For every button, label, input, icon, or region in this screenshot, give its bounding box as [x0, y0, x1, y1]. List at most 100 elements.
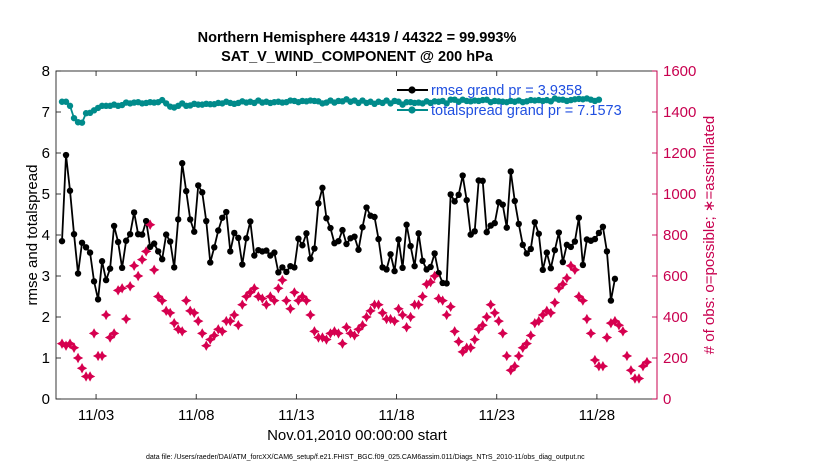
data-point-obs-assimilated: [449, 326, 460, 337]
data-point-rmse: [82, 244, 90, 251]
data-point-rmse: [351, 233, 358, 240]
data-point-obs-assimilated: [173, 324, 184, 335]
data-point-rmse: [122, 237, 130, 244]
data-point-obs-assimilated: [425, 276, 436, 288]
right-tick-label: 800: [663, 227, 688, 244]
data-point-rmse: [419, 257, 426, 265]
data-point-obs-assimilated: [437, 295, 448, 306]
series-line-rmse: [61, 154, 616, 301]
data-point-obs-assimilated: [401, 322, 412, 333]
data-point-obs-assimilated: [333, 328, 344, 339]
data-point-obs-assimilated: [529, 317, 540, 329]
data-point-obs-assimilated: [289, 287, 300, 298]
data-point-obs-assimilated: [177, 326, 188, 337]
data-point-obs-assimilated: [509, 361, 520, 372]
data-point-obs-assimilated: [581, 313, 593, 325]
data-point-obs-assimilated: [233, 320, 244, 331]
series-obs-assimilated: [56, 219, 653, 384]
data-point-obs-assimilated: [265, 291, 276, 302]
data-point-obs-assimilated: [124, 281, 136, 292]
data-point-obs-assimilated: [377, 307, 388, 319]
data-point-rmse: [463, 196, 470, 204]
data-point-obs-assimilated: [517, 342, 528, 353]
data-point-rmse: [459, 172, 466, 179]
data-point-rmse: [363, 204, 370, 211]
data-point-obs-assimilated: [64, 338, 76, 349]
data-point-rmse: [223, 208, 230, 216]
data-point-rmse: [407, 242, 414, 250]
data-point-rmse: [559, 258, 567, 266]
x-tick-label: 11/03: [78, 407, 114, 424]
data-point-rmse: [98, 258, 106, 265]
data-point-rmse: [455, 191, 462, 199]
data-point-obs-assimilated: [589, 354, 601, 366]
legend-totalspread-marker: [408, 106, 416, 114]
data-point-rmse: [74, 270, 82, 277]
data-point-obs-assimilated: [321, 334, 332, 345]
data-point-rmse: [375, 235, 382, 243]
data-point-obs-assimilated: [341, 322, 352, 333]
data-point-obs-assimilated: [613, 320, 625, 331]
left-tick-label: 8: [42, 63, 50, 80]
data-point-rmse: [607, 297, 615, 304]
data-point-obs-assimilated: [353, 324, 364, 335]
x-tick-label: 11/13: [278, 407, 314, 424]
data-point-obs-assimilated: [285, 303, 296, 314]
data-point-obs-assimilated: [112, 285, 124, 296]
data-point-rmse: [66, 187, 74, 194]
data-point-rmse: [199, 189, 206, 196]
data-point-rmse: [154, 248, 162, 255]
data-point-rmse: [307, 255, 314, 262]
data-point-obs-assimilated: [489, 307, 500, 319]
data-point-rmse: [319, 184, 326, 192]
data-point-rmse: [551, 246, 559, 254]
data-point-obs-assimilated: [96, 350, 108, 362]
data-point-rmse: [295, 235, 302, 242]
data-point-rmse: [611, 275, 619, 283]
data-point-rmse: [603, 248, 611, 255]
data-point-obs-assimilated: [565, 260, 577, 271]
data-point-obs-assimilated: [621, 350, 633, 362]
data-point-obs-assimilated: [189, 307, 200, 319]
data-point-obs-assimilated: [301, 295, 312, 306]
data-point-rmse: [130, 209, 138, 216]
data-point-obs-assimilated: [525, 330, 536, 341]
data-point-obs-assimilated: [56, 338, 68, 349]
left-tick-label: 1: [42, 350, 50, 367]
data-point-rmse: [106, 265, 114, 272]
data-point-obs-assimilated: [76, 363, 88, 374]
data-point-obs-assimilated: [309, 326, 320, 337]
data-point-obs-assimilated: [185, 305, 196, 317]
data-point-obs-assimilated: [413, 299, 424, 310]
data-point-obs-assimilated: [573, 291, 585, 302]
data-point-obs-assimilated: [329, 326, 340, 337]
data-point-obs-assimilated: [100, 309, 112, 321]
data-point-rmse: [162, 231, 170, 238]
data-point-obs-assimilated: [641, 356, 653, 368]
data-point-rmse: [179, 160, 186, 167]
data-point-obs-assimilated: [132, 270, 144, 282]
legend: rmse grand pr = 3.9358 totalspread grand…: [397, 83, 622, 119]
data-point-obs-assimilated: [156, 295, 168, 306]
data-point-totalspread: [62, 98, 70, 105]
data-point-rmse: [539, 266, 547, 274]
data-point-rmse: [183, 187, 190, 195]
data-point-obs-assimilated: [281, 295, 292, 306]
data-point-rmse: [187, 216, 194, 223]
data-point-obs-assimilated: [148, 264, 160, 276]
data-point-obs-assimilated: [213, 324, 224, 335]
data-point-rmse: [62, 151, 70, 159]
data-point-rmse: [531, 219, 538, 226]
data-point-rmse: [323, 214, 330, 222]
data-point-rmse: [243, 235, 250, 242]
data-point-obs-assimilated: [104, 332, 116, 343]
data-point-obs-assimilated: [537, 309, 549, 321]
data-point-rmse: [291, 264, 298, 271]
data-point-rmse: [283, 268, 290, 276]
data-point-obs-assimilated: [533, 315, 544, 327]
data-point-rmse: [191, 228, 198, 235]
data-point-rmse: [110, 222, 118, 230]
data-point-rmse: [227, 248, 234, 255]
data-point-rmse: [118, 264, 126, 271]
data-point-rmse: [383, 266, 390, 273]
